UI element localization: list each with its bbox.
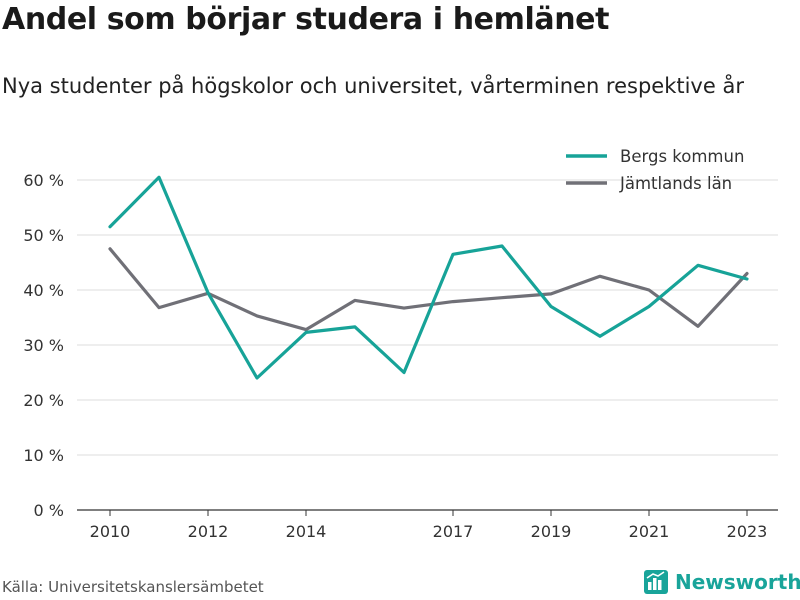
axes: 0 % 10 % 20 % 30 % 40 % 50 % 60 % 2010 2012 2014 2… <box>23 171 778 541</box>
chart-subtitle: Nya studenter på högskolor och universit… <box>2 74 744 98</box>
x-tick-label: 2014 <box>286 522 327 541</box>
y-tick-label: 10 % <box>23 446 64 465</box>
legend-label: Bergs kommun <box>620 147 744 166</box>
series-lines <box>108 175 749 380</box>
brand-logo: Newsworthy <box>643 569 800 595</box>
x-tick-label: 2021 <box>629 522 670 541</box>
y-tick-label: 20 % <box>23 391 64 410</box>
y-tick-label: 0 % <box>34 501 64 520</box>
y-tick-label: 50 % <box>23 226 64 245</box>
x-tick-label: 2010 <box>90 522 131 541</box>
line-chart: 0 % 10 % 20 % 30 % 40 % 50 % 60 % 2010 2012 2014 2… <box>23 147 778 541</box>
source-note: Källa: Universitetskanslersämbetet <box>2 578 264 596</box>
newsworthy-logo-icon <box>644 570 668 594</box>
chart-title: Andel som börjar studera i hemlänet <box>2 2 610 37</box>
y-tick-label: 30 % <box>23 336 64 355</box>
x-tick-label: 2012 <box>188 522 229 541</box>
y-tick-label: 40 % <box>23 281 64 300</box>
series-line-jämtlands-län <box>108 247 749 332</box>
legend-item-jämtlands-län: Jämtlands län <box>566 174 732 193</box>
x-tick-label: 2017 <box>433 522 474 541</box>
legend-label: Jämtlands län <box>619 174 732 193</box>
legend-item-bergs-kommun: Bergs kommun <box>566 147 744 166</box>
series-line-bergs-kommun <box>108 175 749 380</box>
grid-lines <box>77 179 778 456</box>
legend: Bergs kommun Jämtlands län <box>566 147 744 193</box>
y-tick-label: 60 % <box>23 171 64 190</box>
x-tick-label: 2019 <box>531 522 572 541</box>
brand-name: Newsworthy <box>675 570 800 594</box>
x-tick-label: 2023 <box>727 522 768 541</box>
